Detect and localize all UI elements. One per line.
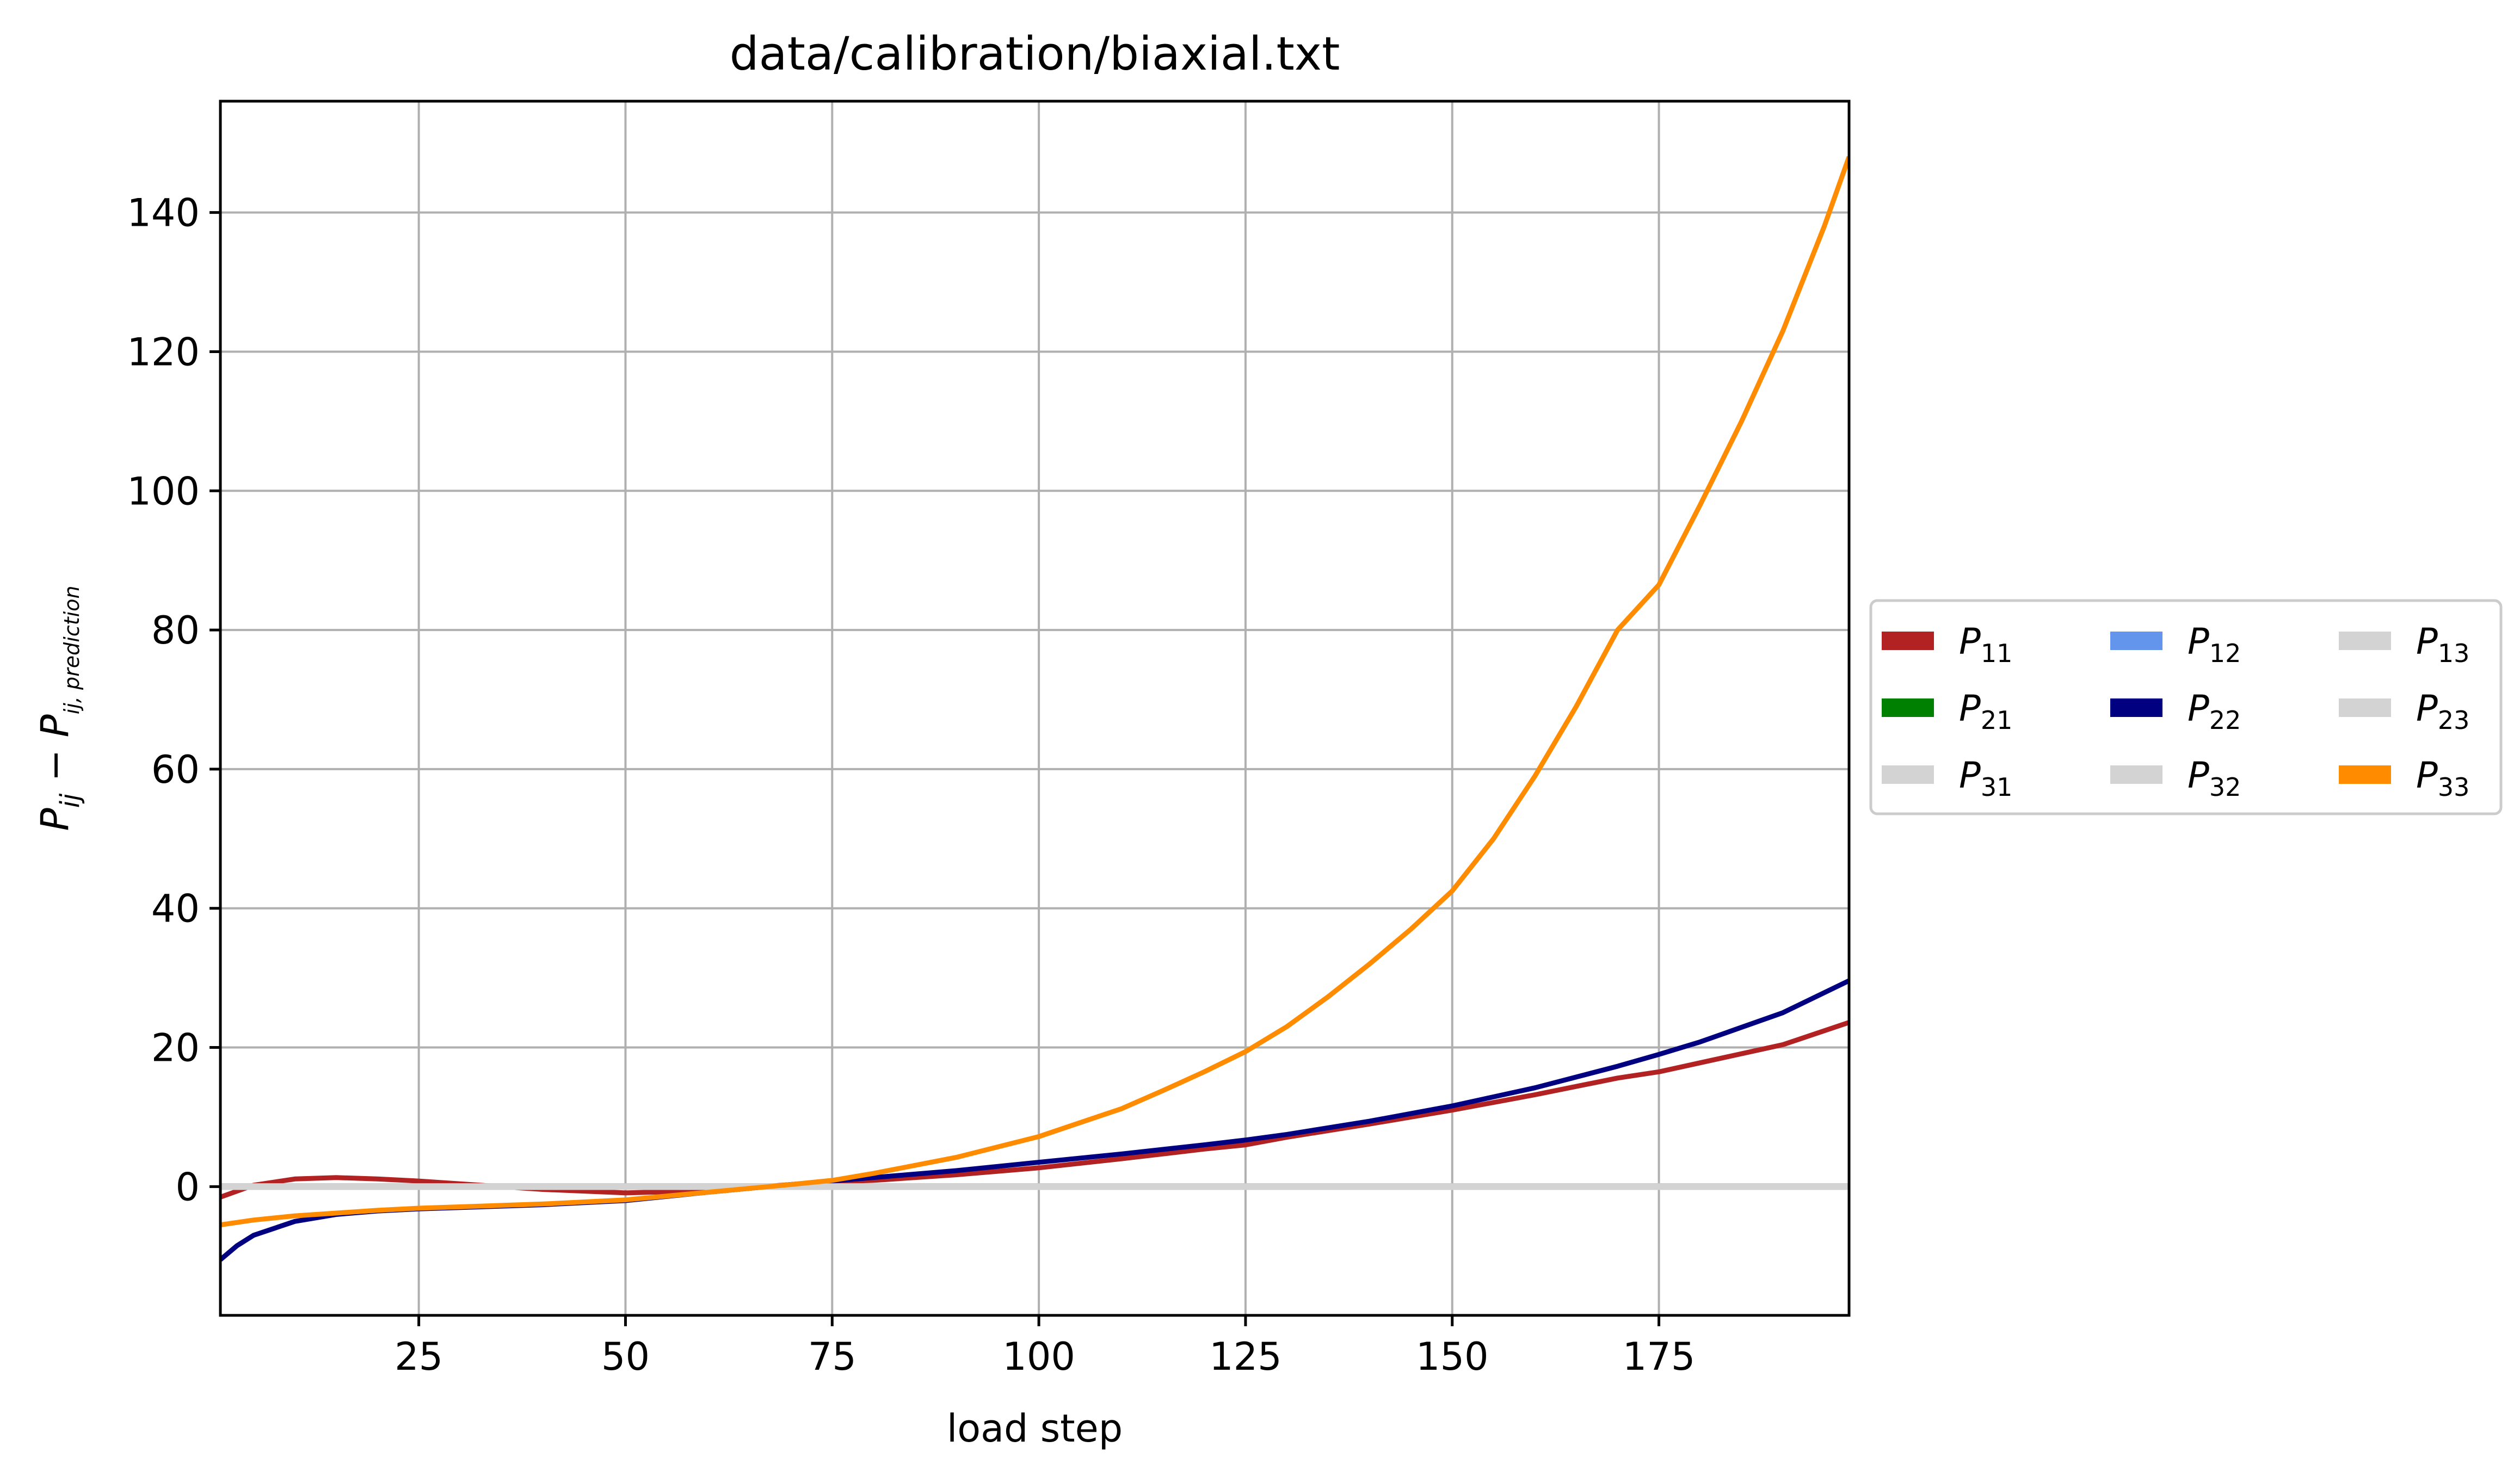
y-axis-label: Pij − Pij, prediction	[33, 585, 85, 831]
legend-swatch	[2110, 698, 2162, 717]
x-tick-label: 75	[808, 1334, 857, 1379]
x-axis: 25 50 75 100 125 150 175	[395, 1315, 1695, 1379]
x-axis-label: load step	[947, 1406, 1123, 1451]
y-tick-label: 140	[127, 191, 200, 236]
y-tick-label: 100	[127, 469, 200, 514]
legend-label: P13	[2416, 621, 2469, 668]
legend-swatch	[2110, 632, 2162, 650]
legend-item-p23: P23	[2339, 688, 2469, 735]
y-tick-label: 40	[151, 887, 200, 931]
y-axis-label-sub2: ij, prediction	[60, 585, 84, 714]
x-tick-label: 50	[601, 1334, 650, 1379]
series-line-p11	[220, 1020, 1849, 1199]
legend: P11 P21 P31 P12 P22 P32 P13 P23 P33	[1869, 599, 2503, 815]
legend-swatch	[2339, 632, 2391, 650]
legend-swatch	[2110, 765, 2162, 784]
legend-label: P21	[1959, 688, 2012, 735]
chart-title: data/calibration/biaxial.txt	[730, 27, 1340, 81]
legend-item-p31: P31	[1882, 755, 2012, 802]
legend-label: P11	[1959, 621, 2012, 668]
x-tick-label: 175	[1623, 1334, 1696, 1379]
legend-label: P22	[2188, 688, 2241, 735]
legend-swatch	[2339, 765, 2391, 784]
legend-item-p32: P32	[2110, 755, 2241, 802]
x-tick-label: 150	[1416, 1334, 1489, 1379]
legend-item-p33: P33	[2339, 755, 2469, 802]
legend-swatch	[1882, 698, 1934, 717]
legend-item-p12: P12	[2110, 621, 2241, 668]
y-tick-label: 0	[175, 1165, 200, 1209]
legend-swatch	[2339, 698, 2391, 717]
x-tick-label: 25	[395, 1334, 443, 1379]
legend-item-p13: P13	[2339, 621, 2469, 668]
legend-label: P33	[2416, 755, 2469, 802]
legend-item-p22: P22	[2110, 688, 2241, 735]
series-line-p33	[220, 156, 1849, 1228]
axes-border	[219, 100, 1851, 1317]
legend-label: P12	[2188, 621, 2241, 668]
y-tick-label: 60	[151, 747, 200, 792]
x-tick-label: 100	[1002, 1334, 1075, 1379]
legend-swatch	[1882, 765, 1934, 784]
legend-label: P32	[2188, 755, 2241, 802]
y-axis: 0 20 40 60 80 100 120 140	[127, 191, 220, 1209]
y-tick-label: 120	[127, 330, 200, 374]
legend-label: P23	[2416, 688, 2469, 735]
y-tick-label: 20	[151, 1026, 200, 1071]
y-axis-label-base: P	[33, 808, 77, 831]
x-tick-label: 125	[1209, 1334, 1282, 1379]
y-axis-label-operator: −	[33, 737, 77, 793]
y-tick-label: 80	[151, 608, 200, 653]
legend-item-p21: P21	[1882, 688, 2012, 735]
y-axis-label-base2: P	[33, 714, 77, 737]
legend-label: P31	[1959, 755, 2012, 802]
legend-item-p11: P11	[1882, 621, 2012, 668]
y-axis-label-sub: ij	[55, 793, 85, 808]
legend-swatch	[1882, 632, 1934, 650]
plot-area	[220, 156, 1849, 1262]
legend-box	[1869, 599, 2503, 815]
axes-frame	[219, 100, 1851, 1317]
